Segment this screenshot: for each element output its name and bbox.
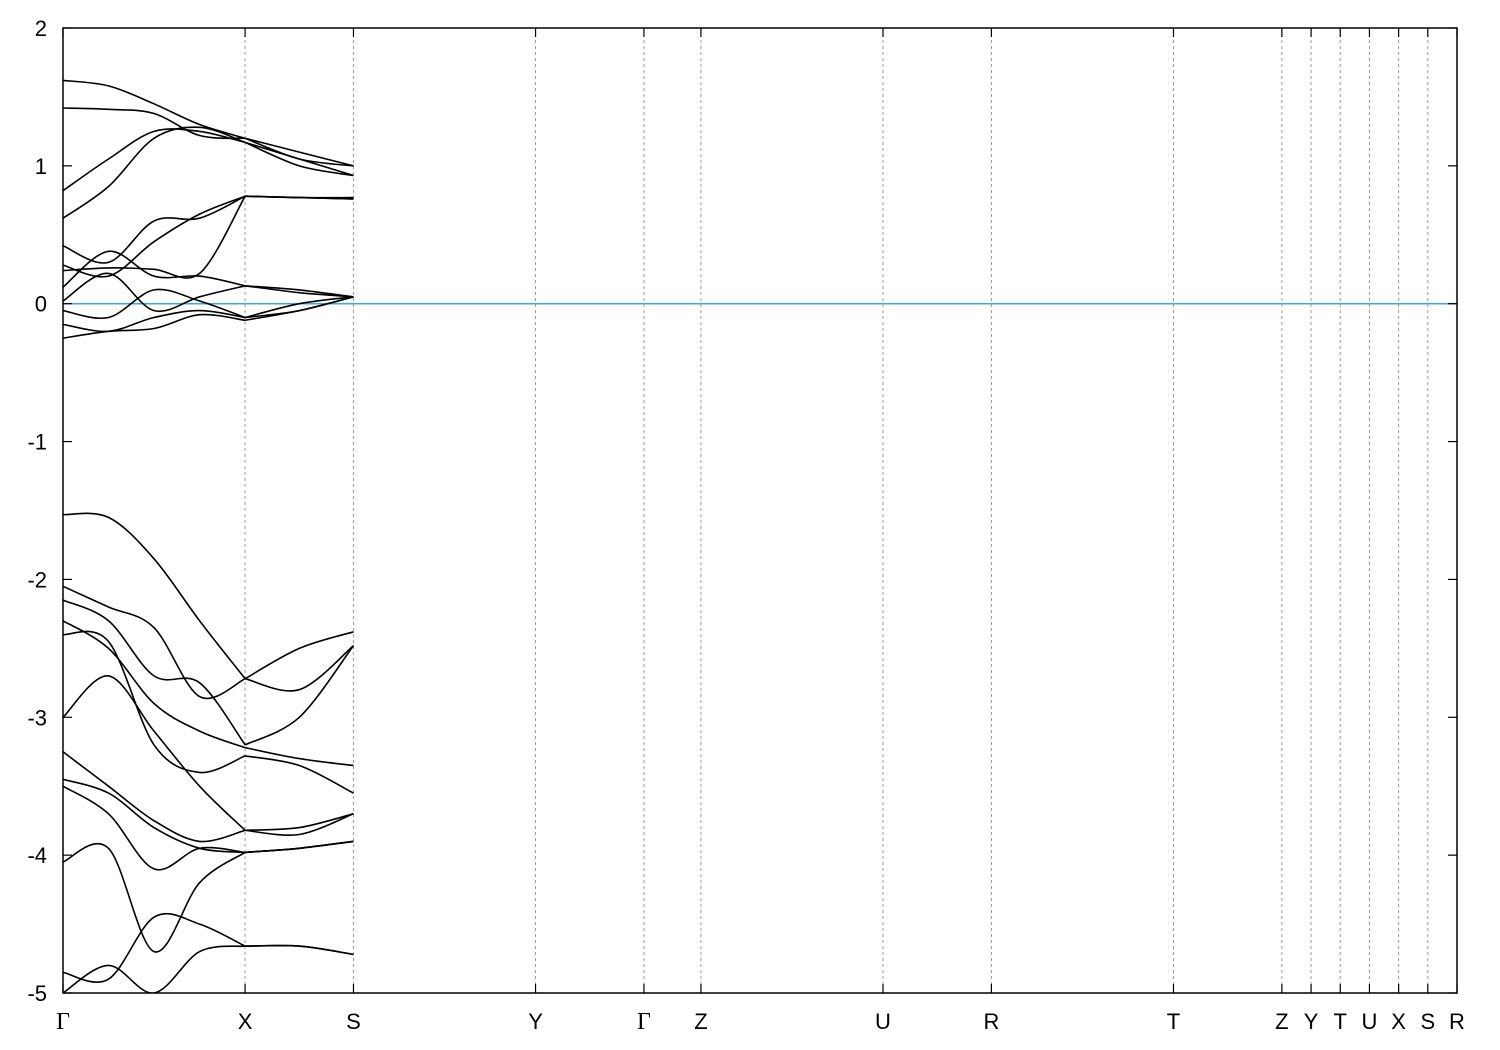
kpoint-label: R (983, 1009, 999, 1034)
kpoint-label: U (875, 1009, 891, 1034)
kpoint-label: Y (528, 1009, 543, 1034)
kpoint-label: X (238, 1009, 253, 1034)
band-line (245, 944, 354, 956)
band-line (63, 512, 246, 680)
kpoint-label: R (1449, 1009, 1465, 1034)
band-line (245, 296, 354, 319)
band-line (245, 813, 354, 832)
band-line (244, 631, 354, 680)
y-tick-label: -1 (27, 430, 47, 455)
kpoint-label: Z (694, 1009, 707, 1034)
band-line (244, 137, 354, 167)
band-line (63, 620, 246, 749)
band-line (244, 645, 355, 746)
kpoint-label: Γ (56, 1009, 70, 1035)
band-line (63, 128, 246, 192)
band-line (244, 296, 354, 322)
band-line (63, 107, 246, 140)
kpoint-label: T (1167, 1009, 1180, 1034)
band-line (63, 79, 246, 140)
y-axis-ticks: -5 -4 -3 -2 -1 0 1 2 (27, 16, 1457, 1006)
band-line (63, 785, 246, 871)
y-tick-label: 2 (35, 16, 47, 41)
band-line (63, 751, 246, 843)
band-line (244, 296, 354, 319)
band-line (63, 599, 246, 746)
kpoint-label: T (1334, 1009, 1347, 1034)
kpoint-gridlines (244, 28, 1429, 993)
y-tick-label: 1 (35, 154, 47, 179)
kpoint-label: Z (1275, 1009, 1288, 1034)
band-line (244, 755, 354, 794)
band-line (245, 840, 354, 854)
band-line (63, 675, 246, 831)
band-line (244, 141, 354, 177)
band-line (63, 195, 246, 278)
band-lines (63, 79, 355, 993)
band-line (63, 288, 246, 320)
band-line (63, 630, 246, 774)
band-line (63, 309, 246, 333)
band-line (63, 842, 246, 953)
y-tick-label: -3 (27, 705, 47, 730)
band-line (63, 126, 246, 219)
y-tick-label: -5 (27, 981, 47, 1006)
band-line (63, 313, 246, 339)
band-line (63, 912, 246, 983)
kpoint-label: Γ (637, 1009, 651, 1035)
band-line (244, 644, 355, 692)
band-line (245, 813, 354, 836)
band-line (245, 285, 354, 298)
kpoint-label: Y (1304, 1009, 1319, 1034)
band-line (245, 195, 354, 200)
band-line (244, 746, 354, 767)
band-line (63, 250, 246, 288)
band-line (63, 945, 246, 993)
y-tick-label: 0 (35, 292, 47, 317)
kpoint-label: X (1391, 1009, 1406, 1034)
kpoint-label: S (1420, 1009, 1435, 1034)
band-line (63, 778, 246, 854)
band-line (63, 585, 246, 700)
kpoint-label: U (1361, 1009, 1377, 1034)
band-line (63, 195, 246, 279)
y-tick-label: -2 (27, 567, 47, 592)
band-line (244, 141, 354, 177)
y-tick-label: -4 (27, 843, 47, 868)
band-line (63, 272, 246, 313)
band-line (63, 195, 246, 264)
kpoint-label: S (346, 1009, 361, 1034)
plot-frame (62, 27, 1458, 994)
